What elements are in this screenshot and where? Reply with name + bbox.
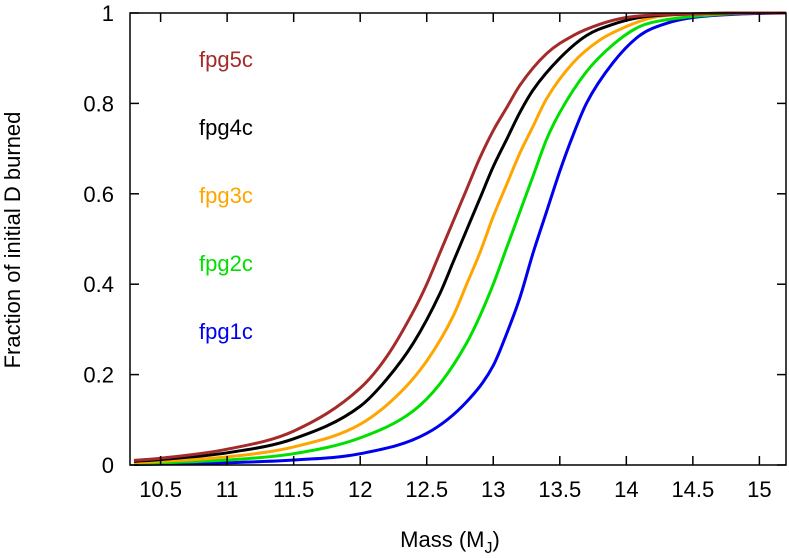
series-line-fpg5c <box>133 11 786 462</box>
x-axis-label-close: ) <box>493 527 500 552</box>
y-tick-label: 0.4 <box>83 272 114 297</box>
axis-tick-labels: 10.5 11 11.5 12 12.5 13 13.5 14 14.5 15 0 0.2 0.4 0.6… <box>83 1 771 502</box>
y-tick-label: 0 <box>102 453 114 478</box>
x-tick-label: 11 <box>216 477 239 502</box>
legend-entry-fpg3c: fpg3c <box>199 183 253 208</box>
x-tick-label: 13 <box>481 477 505 502</box>
series-line-fpg1c <box>133 11 787 467</box>
x-tick-label: 12.5 <box>405 477 448 502</box>
x-tick-label: 12 <box>348 477 372 502</box>
y-tick-label: 0.6 <box>83 182 114 207</box>
legend: fpg5c fpg4c fpg3c fpg2c fpg1c <box>199 47 253 344</box>
series-line-fpg2c <box>133 11 786 466</box>
x-axis-label-subscript: J <box>485 540 493 557</box>
x-tick-label: 14 <box>614 477 638 502</box>
y-axis-label: Fraction of initial D burned <box>0 112 25 369</box>
plot-frame <box>129 12 787 466</box>
x-tick-label: 11.5 <box>273 477 314 502</box>
series-line-fpg3c <box>133 11 786 465</box>
legend-entry-fpg4c: fpg4c <box>199 115 253 140</box>
x-axis-label-main: Mass (M <box>400 527 484 552</box>
series-curves <box>133 11 787 467</box>
axis-ticks <box>130 12 786 466</box>
y-tick-label: 1 <box>102 1 114 26</box>
series-line-fpg4c <box>133 11 786 463</box>
x-tick-label: 13.5 <box>538 477 581 502</box>
legend-entry-fpg1c: fpg1c <box>199 319 253 344</box>
x-tick-label: 15 <box>747 477 771 502</box>
legend-entry-fpg2c: fpg2c <box>199 251 253 276</box>
y-tick-label: 0.8 <box>83 91 114 116</box>
legend-entry-fpg5c: fpg5c <box>199 47 253 72</box>
x-tick-label: 10.5 <box>139 477 182 502</box>
x-tick-label: 14.5 <box>671 477 714 502</box>
x-axis-label: Mass (MJ) <box>400 527 500 557</box>
y-tick-label: 0.2 <box>83 363 114 388</box>
